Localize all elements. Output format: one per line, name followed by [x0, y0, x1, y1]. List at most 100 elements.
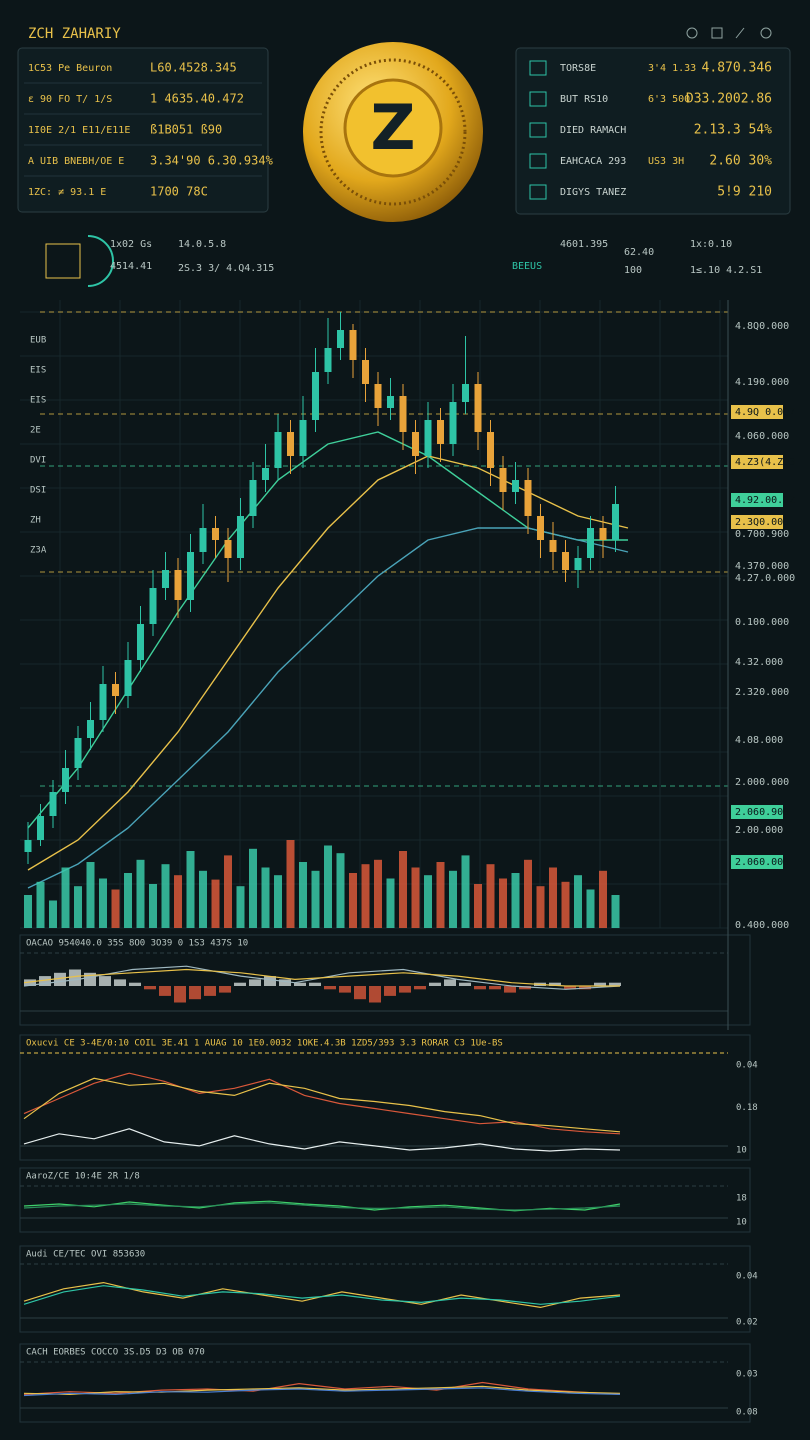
histogram-bar: [414, 986, 426, 990]
volume-bar: [499, 878, 507, 928]
row-icon: [529, 122, 547, 138]
candle-body: [149, 588, 157, 624]
icon[interactable]: [760, 27, 772, 39]
mini-logo: [45, 235, 114, 287]
candle-body: [499, 468, 507, 492]
volume-bar: [236, 886, 245, 928]
candle-body: [312, 372, 319, 420]
icon[interactable]: [711, 27, 723, 39]
row-sub: 3'4 1.33: [648, 63, 696, 74]
candle-body: [337, 330, 344, 348]
volume-bar: [349, 873, 357, 928]
mini-logo-frame: [45, 243, 81, 279]
histogram-bar: [174, 986, 186, 1003]
histogram-bar: [489, 986, 501, 990]
candle-body: [99, 684, 107, 720]
histogram-bar: [69, 969, 81, 986]
candle-body: [462, 384, 469, 402]
candle-body: [287, 432, 294, 456]
histogram-bar: [504, 986, 516, 993]
candle-body: [74, 738, 82, 768]
indicator-line: [23, 1285, 621, 1305]
volume-bar: [124, 873, 132, 928]
volume-bar: [611, 895, 620, 928]
panel-axis-label: 18: [736, 1194, 747, 1204]
panel-axis-label: 10: [736, 1218, 747, 1228]
price-label: 4.32.000: [735, 657, 783, 668]
candle-body: [24, 840, 32, 852]
row-value: D33.2002.86: [686, 92, 772, 107]
volume-bar: [24, 895, 32, 928]
candle-body: [574, 558, 582, 570]
coin-inner: [343, 78, 443, 178]
histogram-bar: [354, 986, 366, 1000]
info-item: 100: [624, 265, 642, 276]
panel-axis-label: 0.04: [736, 1272, 758, 1282]
volume-bar: [586, 889, 595, 928]
price-label: 2.3Q0.000: [735, 517, 789, 528]
volume-bar: [249, 848, 257, 928]
info-item: 1≤.10 4.2.S1: [690, 265, 762, 276]
candle-body: [324, 348, 332, 372]
volume-bar: [424, 875, 432, 928]
histogram-bar: [234, 982, 246, 986]
panel-frame: [19, 1245, 751, 1333]
candle-body: [437, 420, 444, 444]
volume-bar: [174, 875, 182, 928]
candle-body: [449, 402, 457, 444]
histogram-bar: [399, 986, 411, 993]
candle-body: [362, 360, 369, 384]
panel-axis-label: 10: [736, 1146, 747, 1156]
volume-bar: [149, 884, 157, 928]
panel-title: Audi CE/TEC OVI 853630: [26, 1250, 145, 1260]
histogram-bar: [429, 982, 441, 986]
price-tag: [731, 805, 783, 819]
candle-body: [49, 792, 57, 816]
price-tag: [731, 493, 783, 507]
price-label: 2.060.000: [735, 857, 789, 868]
row-value: 4.870.346: [702, 61, 772, 76]
indicator-line: [23, 1072, 621, 1135]
volume-bar: [474, 884, 482, 928]
volume-bar: [286, 840, 295, 928]
price-label: 4.8Q0.000: [735, 321, 789, 332]
panel-title: Oxucvi CE 3-4E/0:10 COIL 3E.41 1 AUAG 10…: [26, 1039, 503, 1049]
panel-axis-label: 0.02: [736, 1318, 758, 1328]
histogram-bar: [144, 986, 156, 990]
left-label: EIS: [30, 396, 46, 406]
top-icons[interactable]: [686, 27, 772, 39]
coin-ring: [319, 58, 467, 206]
row-sub: 6'3 500: [648, 94, 690, 105]
row-value: 2.13.3 54%: [694, 123, 772, 138]
candle-body: [412, 432, 419, 456]
icon[interactable]: [686, 27, 698, 39]
row-label: 1ZC: ≠ 93.1 E: [28, 187, 106, 198]
volume-bar: [299, 862, 307, 928]
histogram-bar: [129, 982, 141, 986]
row-value: 5!9 210: [717, 185, 772, 200]
indicator-line: [23, 1077, 621, 1133]
price-label: 4.370.000: [735, 561, 789, 572]
info-item: 2S.3 3/ 4.Q4.315: [178, 263, 274, 274]
row-icon: [529, 91, 547, 107]
info-item: 14.0.5.8: [178, 239, 226, 250]
icon[interactable]: [735, 27, 745, 39]
panel-axis-label: 0.18: [736, 1103, 758, 1113]
volume-bar: [311, 870, 320, 928]
price-label: 0.700.900: [735, 529, 789, 540]
coin-symbol: Z: [371, 91, 416, 164]
candle-body: [262, 468, 269, 480]
row-value: 1700 78C: [150, 185, 208, 199]
price-label: 4.Z3(4.Z(3: [735, 457, 795, 468]
volume-bar: [436, 862, 445, 928]
volume-bar: [399, 851, 407, 928]
volume-bar: [274, 875, 282, 928]
info-item: 62.40: [624, 247, 654, 258]
info-item: 4514.41: [110, 261, 152, 272]
info-item: BEEUS: [512, 261, 542, 272]
volume-bar: [561, 881, 570, 928]
volume-bar: [411, 867, 420, 928]
indicator-line: [23, 1387, 621, 1397]
histogram-bar: [24, 979, 36, 986]
